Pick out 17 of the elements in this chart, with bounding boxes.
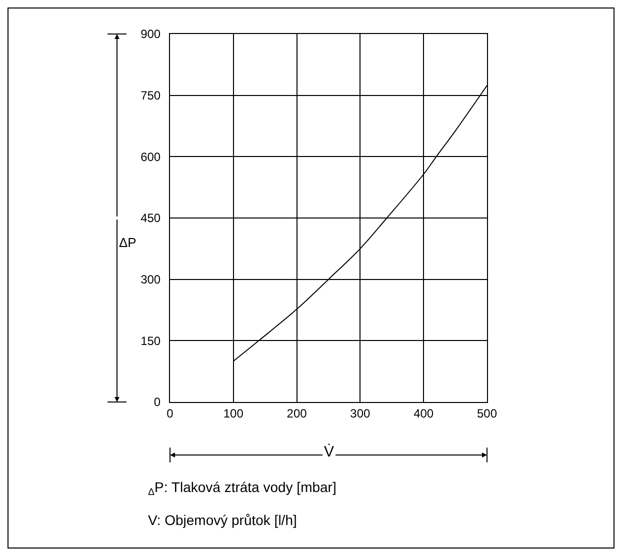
- y-tick-label: 300: [140, 272, 161, 287]
- x-tick-label: 400: [414, 406, 434, 420]
- x-tick-label: 100: [223, 406, 244, 420]
- y-tick-label: 150: [140, 334, 161, 348]
- text: $_{Δ}$P: Tlaková ztráta vody [mbar]: [148, 479, 336, 498]
- y-axis-title: ΔP: [119, 235, 136, 250]
- x-tick-label: 200: [286, 406, 308, 420]
- x-tick-label: 300: [350, 406, 371, 420]
- y-tick-label: 450: [140, 211, 161, 226]
- x-axis-title: V̇: [324, 443, 334, 460]
- text: V: Objemový průtok [l/h]: [148, 512, 297, 528]
- y-tick-label: 600: [140, 150, 161, 164]
- y-tick-label: 750: [140, 88, 161, 103]
- x-tick-label: 0: [166, 406, 174, 420]
- y-tick-label: 900: [140, 27, 161, 42]
- x-tick-label: 500: [476, 406, 498, 420]
- y-tick-label: 0: [154, 395, 161, 410]
